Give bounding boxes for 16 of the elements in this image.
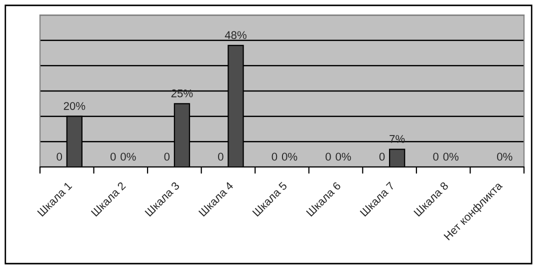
data-label: 0% (497, 152, 512, 161)
data-label: 0 (56, 152, 62, 161)
data-label: 25% (171, 89, 193, 98)
data-label: 0% (336, 152, 351, 161)
data-label: 0% (443, 152, 458, 161)
data-label: 0 (218, 152, 224, 161)
data-label: 0% (120, 152, 136, 161)
data-label: 0% (282, 152, 298, 161)
data-label: 0 (110, 152, 116, 161)
data-label: 0 (164, 152, 170, 161)
data-label: 0 (326, 152, 331, 161)
data-label: 0 (272, 152, 278, 161)
data-label: 20% (64, 102, 86, 110)
data-label: 0 (433, 152, 438, 161)
data-label: 0 (379, 152, 385, 161)
data-label: 48% (224, 31, 246, 40)
